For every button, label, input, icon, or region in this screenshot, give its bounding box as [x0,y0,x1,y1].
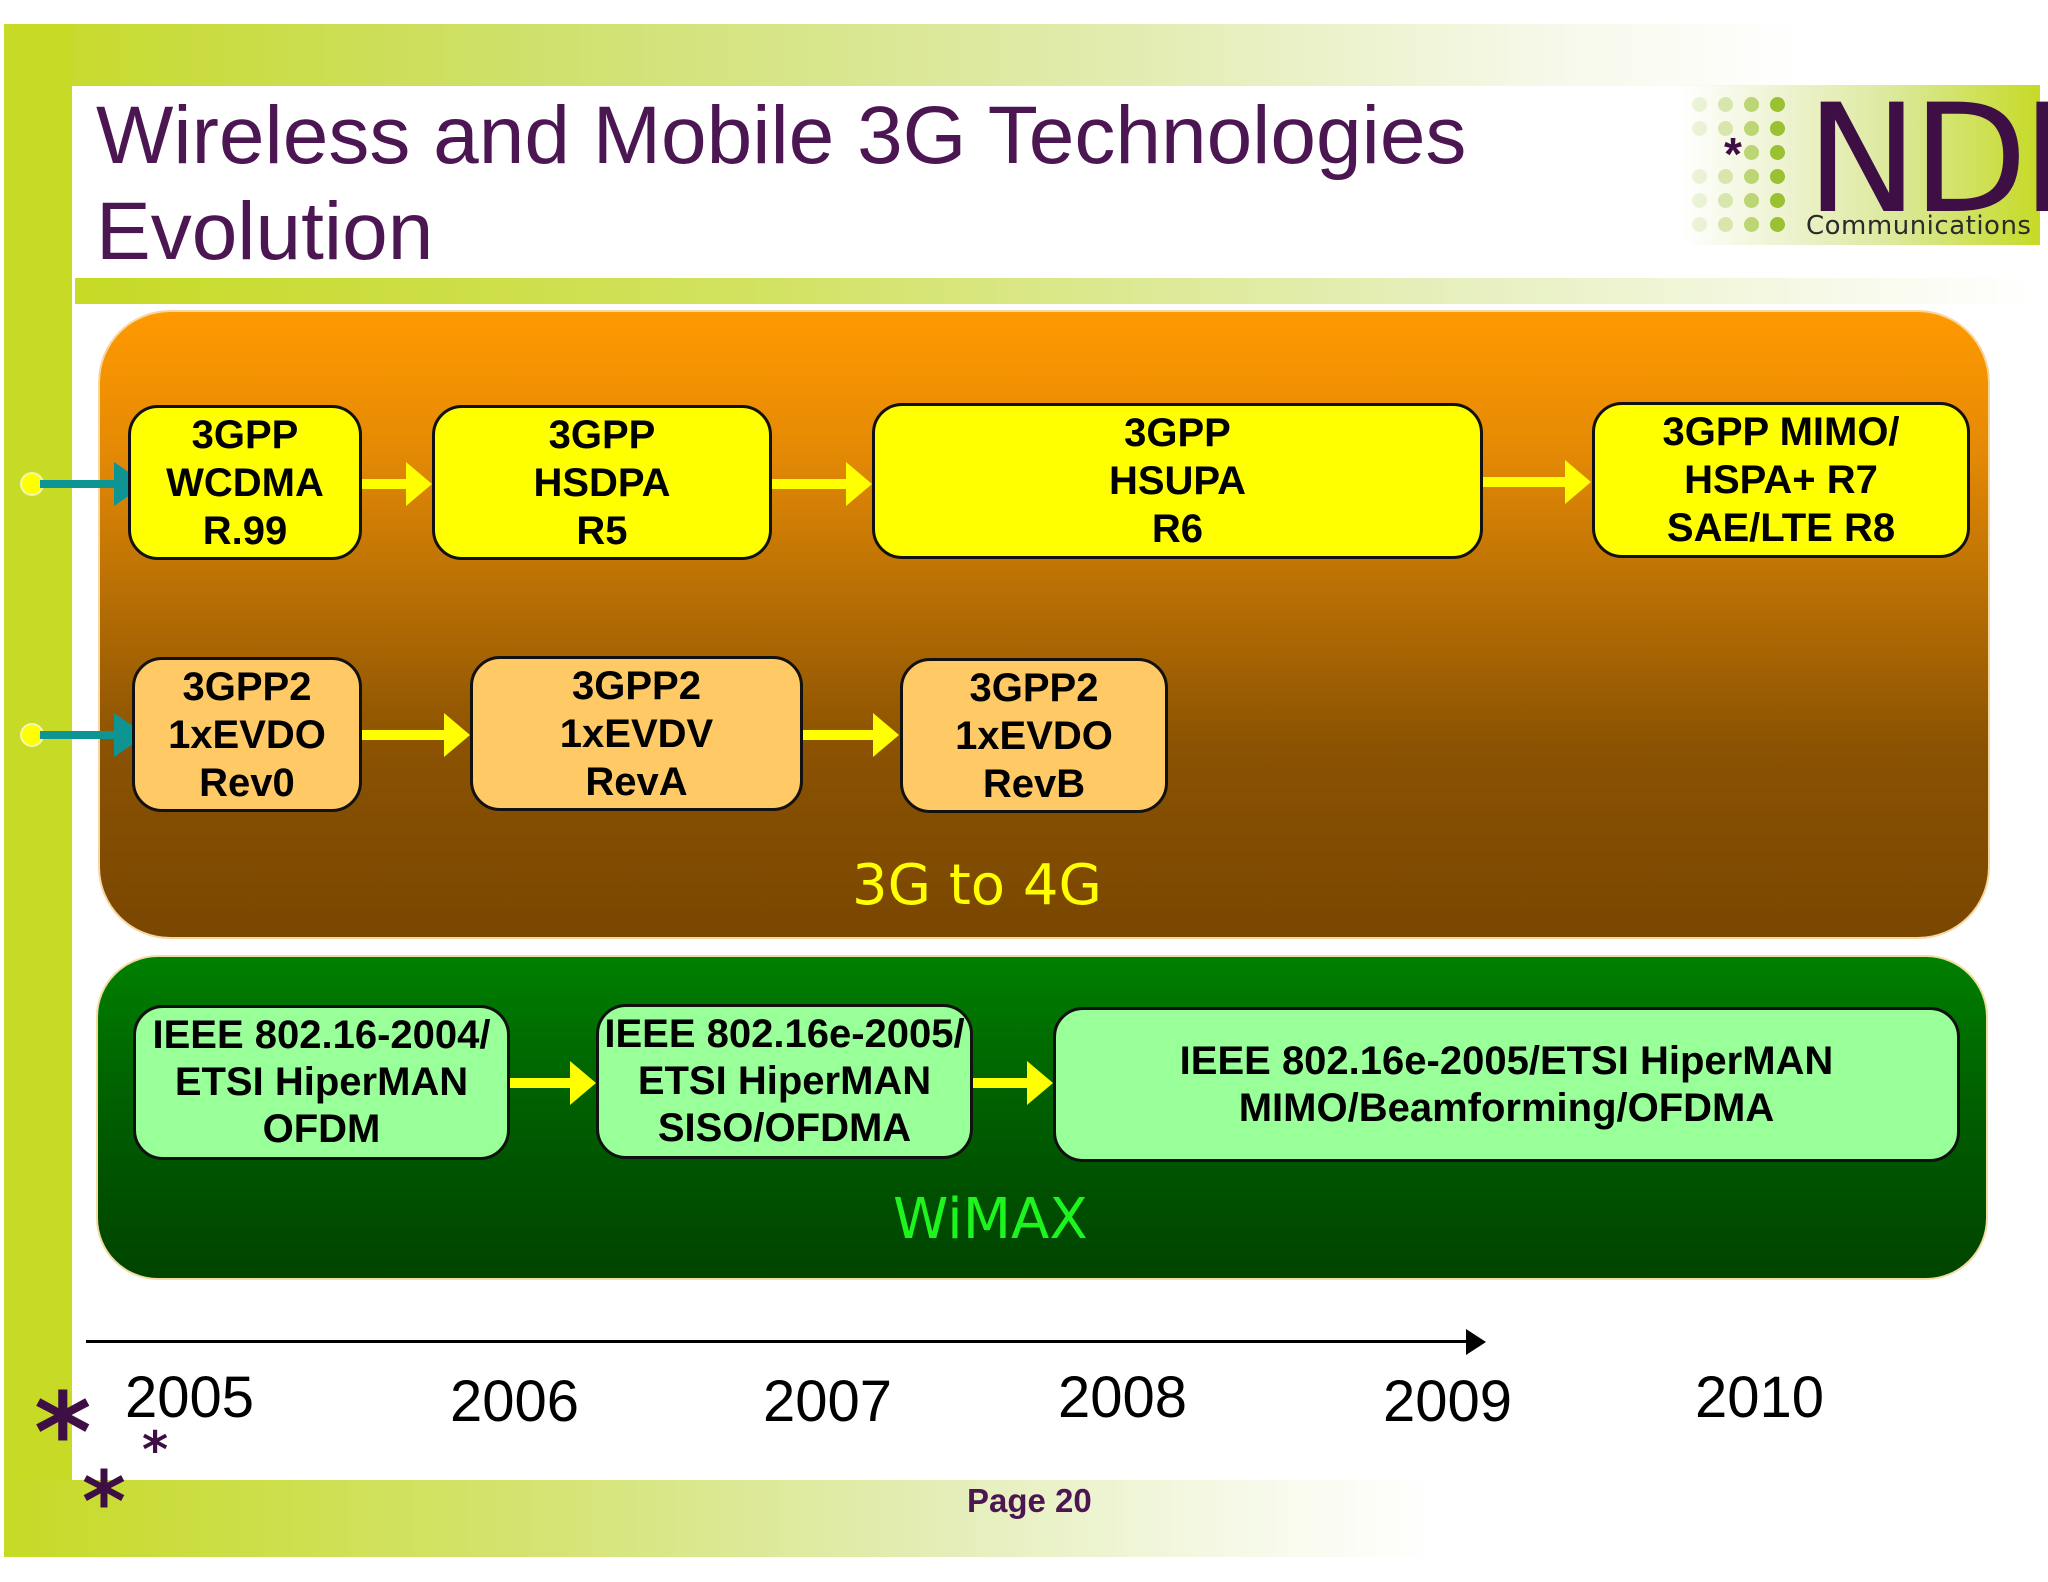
asterisk-medium-icon: * [82,1453,126,1551]
box-ieee-802-16-2004: IEEE 802.16-2004/ ETSI HiperMAN OFDM [133,1005,510,1160]
timeline-year: 2009 [1383,1369,1513,1434]
box-ieee-802-16e-2005-siso: IEEE 802.16e-2005/ ETSI HiperMAN SISO/OF… [596,1004,973,1159]
frame-left-band [4,24,72,1557]
title-line-2: Evolution [96,186,434,277]
logo-subtitle: Communications [1806,211,2032,241]
timeline-year: 2007 [763,1369,893,1434]
timeline-year: 2008 [1058,1365,1188,1430]
box-3gpp-hsdpa-r5: 3GPP HSDPA R5 [432,405,772,560]
asterisk-small-icon: * [142,1421,169,1479]
timeline-axis [86,1340,1468,1343]
ndi-logo: * NDI Communications [1680,85,2048,245]
box-3gpp-mimo-hspa-lte: 3GPP MIMO/ HSPA+ R7 SAE/LTE R8 [1592,402,1970,558]
page-number: Page 20 [967,1482,1092,1519]
frame-bottom-band [4,1480,2048,1557]
timeline-year: 2006 [450,1369,580,1434]
title-line-1: Wireless and Mobile 3G Technologies [96,90,1467,181]
asterisk-large-icon: * [34,1369,92,1497]
panel-label-wimax: WiMAX [893,1187,1088,1252]
timeline-arrowhead-icon [1466,1329,1486,1355]
panel-label-3g-to-4g: 3G to 4G [852,853,1102,918]
slide-title: Wireless and Mobile 3G Technologies Evol… [96,88,1596,280]
entry-dot-icon [22,725,42,745]
frame-top-band [4,24,2048,86]
logo-asterisk-icon: * [1724,128,1742,180]
logo-dot-grid-icon [1680,97,1812,237]
title-underline-bar [75,278,2035,304]
box-3gpp-hsupa-r6: 3GPP HSUPA R6 [872,403,1483,559]
box-3gpp2-1xevdv-reva: 3GPP2 1xEVDV RevA [470,656,803,811]
box-3gpp2-1xevdo-revb: 3GPP2 1xEVDO RevB [900,658,1168,813]
timeline-year: 2005 [125,1365,255,1430]
box-ieee-802-16e-2005-mimo: IEEE 802.16e-2005/ETSI HiperMAN MIMO/Bea… [1053,1007,1960,1162]
box-3gpp2-1xevdo-rev0: 3GPP2 1xEVDO Rev0 [132,657,362,812]
box-3gpp-wcdma-r99: 3GPP WCDMA R.99 [128,405,362,560]
timeline-year: 2010 [1695,1365,1825,1430]
entry-dot-icon [22,474,42,494]
logo-wordmark: NDI [1806,73,2048,247]
